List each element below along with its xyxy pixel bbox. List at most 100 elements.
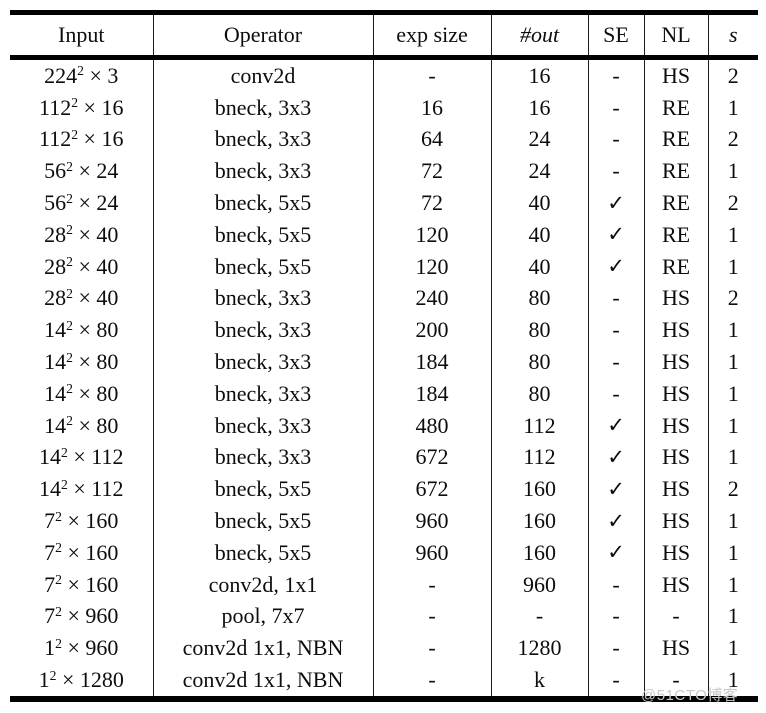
column-header-operator: Operator: [152, 12, 373, 60]
input-cell: 72 × 960: [44, 603, 119, 629]
table-row: 12 × 960 conv2d 1x1, NBN -1280- HS 1: [10, 632, 758, 665]
exp_size-cell: 480: [372, 409, 491, 442]
table-row: 72 × 160 conv2d, 1x1-960- HS 1: [10, 568, 758, 601]
exp_size-cell: -: [372, 57, 491, 92]
s-cell: 1: [707, 505, 758, 537]
se-cell: -: [587, 600, 644, 633]
exp_size-cell: -: [372, 568, 491, 601]
out-cell: 80: [490, 377, 588, 410]
s-cell: 2: [707, 473, 758, 506]
operator-cell: bneck, 3x3: [152, 282, 373, 315]
nl-cell: HS: [643, 473, 708, 506]
input-cell: 142 × 112: [39, 476, 124, 502]
input-cell: 282 × 40: [44, 285, 119, 311]
out-cell: 1280: [490, 632, 588, 665]
out-cell: 40: [490, 187, 588, 219]
exp_size-cell: 120: [372, 218, 491, 251]
check-icon: ✓: [587, 536, 644, 569]
nl-cell: RE: [643, 91, 708, 124]
se-cell: -: [587, 123, 644, 156]
s-cell: 1: [707, 218, 758, 251]
nl-cell: RE: [643, 187, 708, 219]
operator-cell: bneck, 3x3: [152, 409, 373, 442]
out-cell: 16: [490, 91, 588, 124]
operator-cell: bneck, 5x5: [152, 536, 373, 569]
input-cell: 282 × 40: [44, 221, 119, 247]
se-cell: -: [587, 632, 644, 665]
exp_size-cell: 240: [372, 282, 491, 315]
column-header-s: s: [707, 12, 758, 60]
s-cell: 1: [707, 91, 758, 124]
nl-cell: HS: [643, 632, 708, 665]
se-cell: -: [587, 282, 644, 315]
operator-cell: bneck, 3x3: [152, 441, 373, 474]
check-icon: ✓: [587, 250, 644, 283]
exp_size-cell: -: [372, 600, 491, 633]
column-header-se: SE: [587, 12, 644, 60]
nl-cell: HS: [643, 536, 708, 569]
operator-cell: pool, 7x7: [152, 600, 373, 633]
se-cell: -: [587, 377, 644, 410]
operator-cell: bneck, 3x3: [152, 377, 373, 410]
operator-cell: bneck, 5x5: [152, 250, 373, 283]
input-cell: 1122 × 16: [39, 94, 124, 120]
nl-cell: RE: [643, 218, 708, 251]
exp_size-cell: 672: [372, 441, 491, 474]
operator-cell: bneck, 5x5: [152, 187, 373, 219]
input-cell: 1122 × 16: [39, 126, 124, 152]
out-cell: 40: [490, 250, 588, 283]
out-cell: 160: [490, 536, 588, 569]
exp_size-cell: 672: [372, 473, 491, 506]
column-header-exp-size: exp size: [372, 12, 491, 60]
out-cell: 80: [490, 314, 588, 347]
nl-cell: -: [643, 664, 708, 699]
check-icon: ✓: [587, 505, 644, 537]
s-cell: 1: [707, 250, 758, 283]
input-cell: 72 × 160: [44, 539, 119, 565]
table-row: 2242 × 3 conv2d -16- HS 2: [10, 57, 758, 92]
table-row: 562 × 24 bneck, 5x5 72 40 ✓ RE 2: [10, 187, 758, 219]
check-icon: ✓: [587, 218, 644, 251]
check-icon: ✓: [587, 441, 644, 474]
se-cell: -: [587, 346, 644, 378]
nl-cell: HS: [643, 505, 708, 537]
table-row: 282 × 40 bneck, 5x5 120 40 ✓ RE 1: [10, 218, 758, 251]
operator-cell: bneck, 5x5: [152, 473, 373, 506]
table-row: 1122 × 16 bneck, 3x3 16 16- RE 1: [10, 91, 758, 124]
check-icon: ✓: [587, 187, 644, 219]
s-cell: 1: [707, 314, 758, 347]
table-row: 1122 × 16 bneck, 3x3 64 24- RE 2: [10, 123, 758, 156]
exp_size-cell: -: [372, 632, 491, 665]
check-icon: ✓: [587, 409, 644, 442]
input-cell: 2242 × 3: [44, 62, 119, 88]
operator-cell: conv2d 1x1, NBN: [152, 664, 373, 699]
nl-cell: HS: [643, 409, 708, 442]
input-cell: 282 × 40: [44, 253, 119, 279]
exp_size-cell: 200: [372, 314, 491, 347]
s-cell: 1: [707, 409, 758, 442]
column-header-nl: NL: [643, 12, 708, 60]
input-cell: 12 × 960: [44, 635, 119, 661]
nl-cell: HS: [643, 377, 708, 410]
exp_size-cell: 16: [372, 91, 491, 124]
nl-cell: HS: [643, 568, 708, 601]
input-cell: 142 × 80: [44, 349, 119, 375]
s-cell: 1: [707, 664, 758, 699]
input-cell: 142 × 80: [44, 380, 119, 406]
se-cell: -: [587, 91, 644, 124]
operator-cell: conv2d 1x1, NBN: [152, 632, 373, 665]
table-header: Input Operator exp size #out SE NL s: [10, 12, 758, 60]
out-cell: k: [490, 664, 588, 699]
out-cell: 24: [490, 123, 588, 156]
table-row: 72 × 160 bneck, 5x5 960 160 ✓ HS 1: [10, 505, 758, 537]
operator-cell: bneck, 3x3: [152, 346, 373, 378]
out-cell: 40: [490, 218, 588, 251]
out-cell: 80: [490, 282, 588, 315]
table-row: 72 × 960 pool, 7x7- - - -1: [10, 600, 758, 633]
nl-cell: HS: [643, 57, 708, 92]
input-cell: 562 × 24: [44, 190, 119, 216]
s-cell: 1: [707, 632, 758, 665]
s-cell: 1: [707, 536, 758, 569]
architecture-table: Input Operator exp size #out SE NL s 224…: [10, 10, 758, 702]
